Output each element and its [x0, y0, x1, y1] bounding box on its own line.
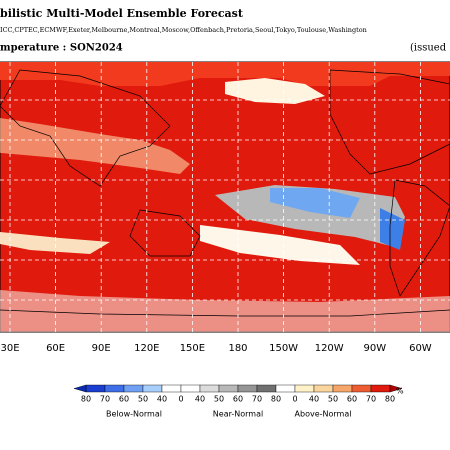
colorbar-segment: [142, 384, 163, 393]
colorbar-end: [73, 384, 87, 393]
colorbar-tick-label: 50: [328, 395, 338, 404]
colorbar-tick-label: 50: [138, 395, 148, 404]
lon-label: 90W: [363, 343, 386, 354]
colorbar-segment: [237, 384, 258, 393]
colorbar-tick-label: 60: [119, 395, 129, 404]
subtitle: ICC,CPTEC,ECMWF,Exeter,Melbourne,Montrea…: [0, 26, 367, 34]
colorbar-segment: [180, 384, 201, 393]
colorbar-tick-label: 70: [252, 395, 262, 404]
colorbar-segment: [313, 384, 334, 393]
region: [0, 118, 190, 174]
colorbar-segment: [218, 384, 239, 393]
colorbar-tick-label: 40: [309, 395, 319, 404]
colorbar-segment: [351, 384, 372, 393]
lon-label: 120W: [315, 343, 344, 354]
colorbar: 80 70 60 50 40 0 40 50 60 70 80 0 40 50 60 70 80% Below-N…: [73, 384, 404, 419]
coastline: [0, 69, 171, 187]
colorbar-tick-label: 50: [214, 395, 224, 404]
map: [0, 61, 450, 333]
lon-label: 150E: [180, 343, 205, 354]
category-label: Below-Normal: [106, 410, 162, 419]
colorbar-tick-label: 0: [292, 395, 297, 404]
region: [225, 78, 325, 104]
colorbar-segment: [332, 384, 353, 393]
colorbar-segment: [123, 384, 144, 393]
coastline: [0, 309, 450, 317]
colorbar-tick-label: 40: [157, 395, 167, 404]
colorbar-segment: [199, 384, 220, 393]
lon-label: 150W: [269, 343, 298, 354]
colorbar-tick-label: 60: [347, 395, 357, 404]
colorbar-tick-label: 40: [195, 395, 205, 404]
title: bilistic Multi-Model Ensemble Forecast: [0, 7, 244, 20]
lon-label: 120E: [134, 343, 159, 354]
colorbar-tick-label: 70: [100, 395, 110, 404]
region: [0, 232, 110, 254]
colorbar-tick-label: 0: [178, 395, 183, 404]
below-normal-region: [380, 208, 405, 250]
coastline: [129, 209, 201, 257]
colorbar-segment: [370, 384, 391, 393]
region: [0, 290, 450, 332]
coastline: [329, 69, 450, 175]
colorbar-segment: [294, 384, 315, 393]
category-label: Near-Normal: [213, 410, 263, 419]
colorbar-end: [389, 384, 403, 393]
grid: [0, 62, 450, 332]
issued: (issued: [410, 43, 447, 54]
lon-label: 60W: [409, 343, 432, 354]
below-normal-region: [270, 188, 360, 218]
colorbar-tick-label: 60: [233, 395, 243, 404]
colorbar-segment: [161, 384, 182, 393]
colorbar-tick-label: 80: [271, 395, 281, 404]
colorbar-segment: [104, 384, 125, 393]
variable: mperature : SON2024: [0, 43, 123, 54]
colorbar-unit: %: [396, 387, 404, 396]
colorbar-tick-label: 70: [366, 395, 376, 404]
lon-label: 30E: [0, 343, 19, 354]
region: [0, 62, 450, 86]
colorbar-segment: [275, 384, 296, 393]
lon-label: 90E: [92, 343, 111, 354]
colorbar-tick-label: 80: [385, 395, 395, 404]
colorbar-segment: [85, 384, 106, 393]
category-label: Above-Normal: [295, 410, 352, 419]
colorbar-tick-label: 80: [81, 395, 91, 404]
region: [200, 225, 360, 265]
lon-label: 180: [228, 343, 247, 354]
colorbar-segment: [256, 384, 277, 393]
lon-label: 60E: [46, 343, 65, 354]
